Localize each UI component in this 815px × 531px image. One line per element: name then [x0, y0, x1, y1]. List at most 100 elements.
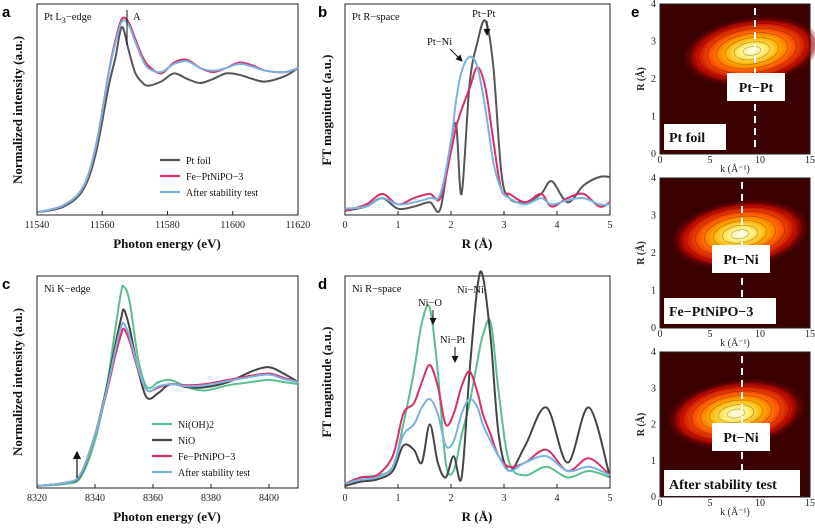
wt-map-0-sample-label: Pt foil — [669, 131, 705, 146]
panel-d-annotation-ni-o: Ni−O — [418, 298, 442, 309]
series-line-b-2 — [344, 55, 611, 210]
xtick-label-d-0: 0 — [343, 493, 348, 504]
wt-map-0-ytick-3: 3 — [651, 37, 656, 48]
legend-c-label-0: Ni(OH)2 — [178, 420, 214, 431]
wt-map-0: Pt−Pt Pt foil — [659, 3, 815, 155]
legend-a-label-0: Pt foil — [186, 156, 211, 167]
panel-b-curves — [344, 19, 611, 214]
series-line-c-1 — [36, 308, 299, 487]
wt-map-2-xtick-1: 5 — [708, 498, 713, 509]
panel-d-ylabel: FT magnitude (a.u.) — [319, 327, 334, 438]
xtick-label-b-4: 4 — [555, 220, 560, 231]
wt-map-0-contour-2 — [733, 41, 771, 61]
wt-map-0-contours — [682, 8, 815, 152]
series-line-a-1 — [36, 16, 299, 214]
wt-map-0-ytick-2: 2 — [651, 74, 656, 85]
wt-map-1-bond-label: Pt−Ni — [723, 253, 758, 268]
panel-b-xlabel: R (Å) — [462, 236, 493, 251]
panel-b-annotation-pt-ni: Pt−Ni — [427, 37, 452, 48]
panel-b-frame — [344, 3, 611, 216]
wt-map-0-xtick-0: 0 — [658, 155, 663, 166]
wt-map-2-sample-label: After stability test — [669, 478, 777, 493]
xtick-label-d-1: 1 — [396, 493, 401, 504]
series-line-a-2 — [36, 19, 299, 214]
panel-letter-e: e — [631, 4, 639, 21]
xtick-label-c-3: 8380 — [201, 493, 221, 504]
panel-a-ylabel: Normalized intensity (a.u.) — [10, 36, 25, 184]
wt-map-2-frame — [659, 351, 811, 498]
wt-map-0-contour-3 — [724, 36, 780, 65]
panel-c-legend: Ni(OH)2 NiO Fe−PtNiPO−3 After stability … — [152, 420, 250, 479]
wt-map-2-xtick-3: 15 — [805, 498, 815, 509]
series-line-c-3 — [36, 321, 299, 487]
series-line-d-1 — [344, 270, 611, 487]
panel-b-xticks: 0 1 2 3 4 5 — [343, 211, 613, 231]
wt-map-0-bond-box — [727, 73, 785, 101]
panel-a-title: Pt L3−edge — [44, 12, 92, 25]
legend-a-label-1: Fe−PtNiPO−3 — [186, 172, 243, 183]
panel-a-curves — [36, 16, 299, 214]
wt-map-0-bond-label: Pt−Pt — [739, 81, 774, 96]
panel-c-xlabel: Photon energy (eV) — [113, 509, 221, 524]
panel-a-title-sub: 3 — [62, 16, 66, 25]
wt-map-1-frame — [659, 177, 811, 329]
wt-map-2-sample-box — [664, 470, 800, 496]
wt-map-0-frame — [659, 3, 811, 155]
wt-map-1-ytick-4: 4 — [651, 173, 656, 184]
wt-map-2-ytick-3: 3 — [651, 383, 656, 394]
series-line-b-0 — [344, 19, 611, 214]
wt-map-1-sample-label: Fe−PtNiPO−3 — [669, 305, 753, 320]
legend-a-label-2: After stability test — [186, 188, 258, 199]
wt-map-0-ytick-1: 1 — [651, 112, 656, 123]
panel-c: Ni K−edge 8320 8340 8360 8380 8400 Photon en… — [10, 275, 299, 524]
xtick-label-d-5: 5 — [608, 493, 613, 504]
xtick-label-c-1: 8340 — [85, 493, 105, 504]
panel-d-frame — [344, 275, 611, 489]
xtick-label-d-4: 4 — [555, 493, 560, 504]
panel-c-ylabel: Normalized intensity (a.u.) — [10, 308, 25, 456]
panel-a-title-main: Pt L — [44, 12, 62, 23]
xtick-label-b-0: 0 — [343, 220, 348, 231]
wt-map-2-ytick-2: 2 — [651, 420, 656, 431]
wt-map-0-hotspot — [682, 15, 815, 86]
wt-map-2-bond-label: Pt−Ni — [723, 431, 758, 446]
series-line-d-2 — [344, 364, 611, 485]
panel-a-xticks: 11540 11560 11580 11600 11620 — [25, 211, 310, 231]
xtick-label-a-0: 11540 — [25, 220, 50, 231]
panel-d: Ni R−space Ni−Ni Ni−O Ni−Pt 0 1 2 3 4 5 R (Å)… — [319, 270, 613, 524]
panel-a-xlabel: Photon energy (eV) — [113, 236, 221, 251]
wt-map-1-ylabel: R (Å) — [635, 241, 647, 265]
series-line-c-0 — [36, 284, 299, 487]
panel-a-frame — [36, 3, 299, 216]
wt-map-0-xtick-2: 10 — [755, 155, 765, 166]
wt-map-1-ytick-0: 0 — [651, 323, 656, 334]
wt-map-2-hotspot — [666, 378, 806, 449]
wt-map-0-ylabel: R (Å) — [635, 67, 647, 91]
legend-c-label-3: After stability test — [178, 468, 250, 479]
wt-map-2-ytick-0: 0 — [651, 492, 656, 503]
wt-map-2-contour-1 — [726, 408, 746, 419]
wt-map-1-xlabel: k (Å⁻¹) — [720, 337, 750, 349]
xtick-label-b-3: 3 — [502, 220, 507, 231]
wt-map-0-xlabel: k (Å⁻¹) — [720, 163, 750, 175]
panel-d-annotation-ni-ni: Ni−Ni — [457, 285, 484, 296]
xtick-label-a-2: 11580 — [155, 220, 180, 231]
wt-map-2-ylabel: R (Å) — [635, 413, 647, 437]
wt-map-1-xtick-3: 15 — [805, 329, 815, 340]
panel-d-xlabel: R (Å) — [462, 509, 493, 524]
panel-b-annotation-pt-pt: Pt−Pt — [472, 9, 496, 20]
xtick-label-b-1: 1 — [396, 220, 401, 231]
panel-b-ylabel: FT magnitude (a.u.) — [319, 55, 334, 166]
wt-map-0-contour-1 — [742, 46, 762, 56]
panel-e: Pt−Pt Pt foil Pt−Ni Fe−PtNiPO−3 Pt−Ni Af… — [635, 0, 815, 518]
xtick-label-a-1: 11560 — [90, 220, 115, 231]
panel-letter-b: b — [318, 4, 327, 21]
wt-map-0-sample-box — [664, 124, 726, 150]
wt-map-2-xlabel: k (Å⁻¹) — [720, 506, 750, 518]
wt-map-2-bond-box — [712, 423, 770, 451]
panel-d-annotation-ni-pt: Ni−Pt — [440, 335, 465, 346]
xtick-label-c-0: 8320 — [27, 493, 47, 504]
panel-letter-d: d — [318, 276, 327, 293]
panel-d-xticks: 0 1 2 3 4 5 — [343, 484, 613, 504]
wt-map-1-ytick-3: 3 — [651, 211, 656, 222]
